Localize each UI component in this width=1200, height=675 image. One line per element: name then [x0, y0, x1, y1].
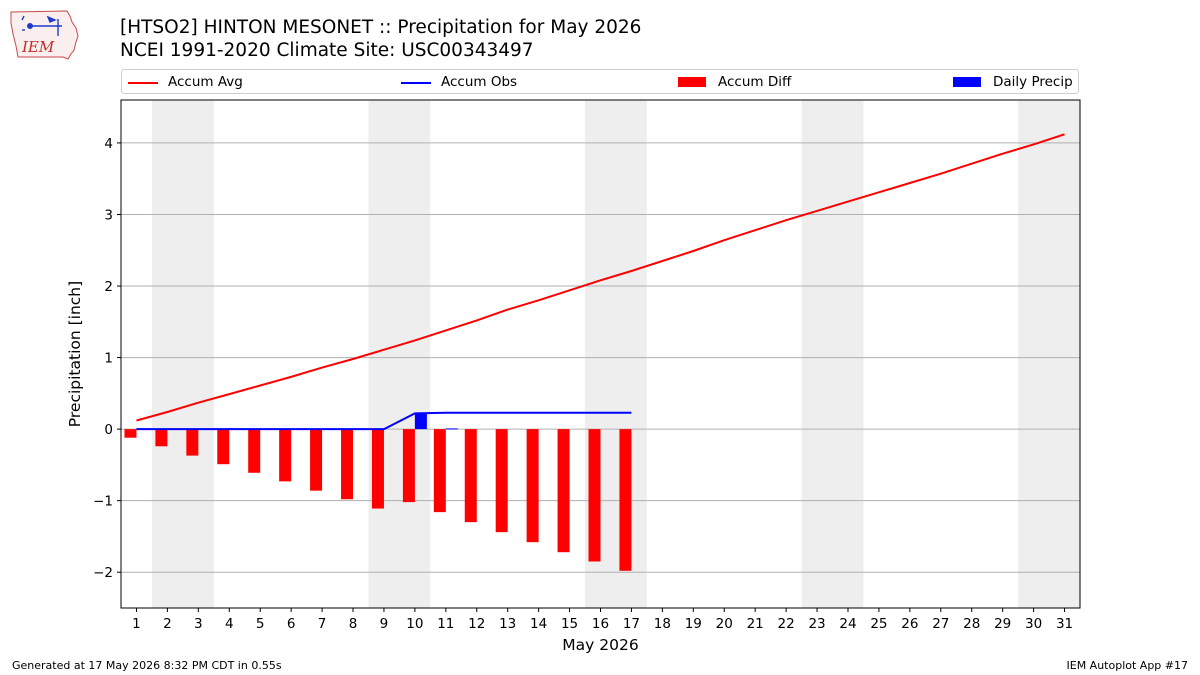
x-tick-label: 8: [349, 616, 358, 632]
legend-label: Accum Avg: [168, 74, 243, 90]
weekend-band: [585, 100, 647, 608]
legend-label: Accum Diff: [718, 74, 792, 90]
legend-swatch-accum-avg: [128, 82, 158, 84]
accum-diff-bar: [557, 429, 570, 553]
x-tick-label: 11: [437, 616, 454, 632]
x-tick-label: 6: [287, 616, 296, 632]
x-tick-label: 9: [380, 616, 389, 632]
x-tick-label: 31: [1056, 616, 1073, 632]
accum-diff-bar: [402, 429, 415, 503]
weekend-band: [151, 100, 214, 608]
y-tick-label: 1: [104, 351, 113, 367]
x-tick-label: 1: [132, 616, 141, 632]
weekend-band: [801, 100, 864, 608]
x-tick-label: 5: [256, 616, 265, 632]
accum-diff-bar: [341, 429, 354, 500]
x-tick-label: 26: [901, 616, 918, 632]
chart-subtitle: NCEI 1991-2020 Climate Site: USC00343497: [120, 40, 534, 61]
weekend-band: [1018, 100, 1080, 608]
plot-frame: [120, 99, 1081, 609]
daily-precip-bar: [445, 428, 458, 430]
x-tick-label: 15: [561, 616, 578, 632]
x-tick-label: 14: [530, 616, 547, 632]
x-tick-label: 27: [932, 616, 949, 632]
daily-precip-bar: [414, 413, 427, 430]
accum-diff-bar: [433, 429, 446, 513]
x-tick-label: 28: [963, 616, 980, 632]
iem-logo: IEM: [10, 10, 79, 60]
accum-diff-bar: [248, 429, 261, 473]
x-tick-label: 3: [194, 616, 203, 632]
iowa-state-outline: [10, 10, 79, 60]
legend-label: Daily Precip: [993, 74, 1073, 90]
legend: Accum Avg Accum Obs Accum Diff Daily Pre…: [121, 69, 1079, 94]
accum-diff-bar: [495, 429, 508, 533]
x-tick-label: 4: [225, 616, 234, 632]
accum-avg-line: [136, 133, 1065, 422]
weekend-band: [368, 100, 431, 608]
x-tick-label: 20: [716, 616, 733, 632]
x-axis-label: May 2026: [562, 636, 638, 654]
x-tick-label: 17: [623, 616, 640, 632]
x-tick-label: 22: [778, 616, 795, 632]
legend-swatch-accum-diff: [678, 77, 706, 87]
footer-app-label: IEM Autoplot App #17: [1066, 659, 1189, 672]
y-tick-label: −1: [93, 494, 113, 510]
accum-diff-bar: [371, 429, 384, 509]
x-tick-label: 18: [654, 616, 671, 632]
x-tick-label: 19: [685, 616, 702, 632]
accum-diff-bar: [279, 429, 292, 482]
accum-diff-bar: [588, 429, 601, 562]
accum-diff-bar: [155, 429, 168, 447]
x-tick-label: 30: [1025, 616, 1042, 632]
x-tick-label: 10: [406, 616, 423, 632]
accum-obs-line: [136, 411, 632, 431]
footer-generated-text: Generated at 17 May 2026 8:32 PM CDT in …: [12, 659, 282, 672]
weather-station-icon: [21, 15, 62, 36]
x-tick-label: 2: [163, 616, 172, 632]
logo-text: IEM: [21, 38, 55, 56]
y-tick-label: −2: [93, 565, 113, 581]
x-tick-label: 21: [747, 616, 764, 632]
accum-diff-bar: [526, 429, 539, 543]
accum-diff-bar: [619, 429, 632, 571]
x-tick-label: 29: [994, 616, 1011, 632]
y-axis-label: Precipitation [inch]: [66, 281, 84, 427]
x-tick-label: 24: [839, 616, 856, 632]
x-tick-label: 25: [870, 616, 887, 632]
chart-title: [HTSO2] HINTON MESONET :: Precipitation …: [120, 17, 642, 38]
accum-diff-bar: [310, 429, 323, 491]
y-tick-label: 0: [104, 422, 113, 438]
accum-diff-bar: [464, 429, 477, 523]
legend-swatch-daily-precip: [953, 77, 981, 87]
x-tick-label: 12: [468, 616, 485, 632]
x-tick-label: 7: [318, 616, 327, 632]
y-tick-label: 3: [104, 207, 113, 223]
accum-diff-bar: [217, 429, 230, 465]
legend-label: Accum Obs: [441, 74, 518, 90]
accum-diff-bar: [186, 429, 199, 456]
x-tick-label: 13: [499, 616, 516, 632]
x-tick-label: 23: [808, 616, 825, 632]
accum-diff-bar: [124, 429, 137, 438]
legend-swatch-accum-obs: [401, 82, 431, 84]
y-tick-label: 2: [104, 279, 113, 295]
y-tick-label: 4: [104, 136, 113, 152]
x-tick-label: 16: [592, 616, 609, 632]
